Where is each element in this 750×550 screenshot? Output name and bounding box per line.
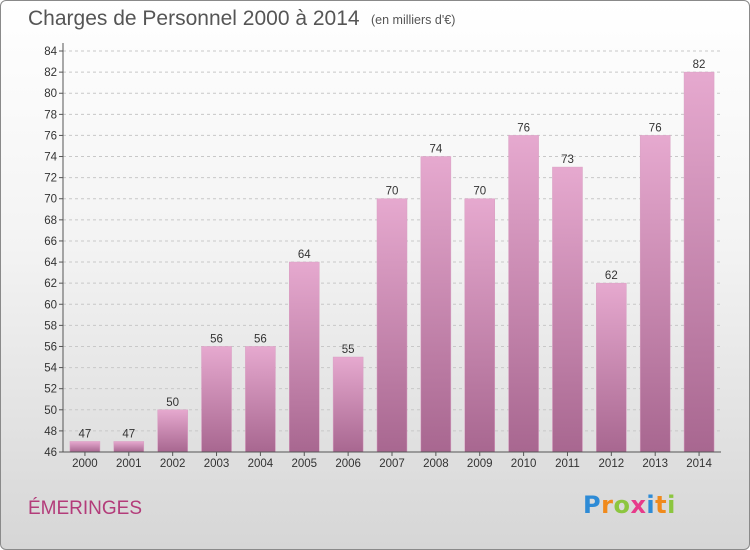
- x-tick-label: 2012: [599, 458, 625, 470]
- x-tick-label: 2003: [204, 458, 230, 470]
- y-tick-label: 50: [44, 405, 57, 417]
- x-tick-label: 2013: [642, 458, 668, 470]
- bar-value-label: 73: [561, 154, 574, 166]
- y-tick-label: 80: [44, 88, 57, 100]
- bar-value-label: 55: [342, 344, 355, 356]
- y-tick-label: 62: [44, 278, 57, 290]
- bar: [69, 441, 101, 453]
- y-tick-label: 66: [44, 236, 57, 248]
- bar-value-label: 82: [693, 59, 706, 71]
- bar-value-label: 64: [298, 249, 311, 261]
- y-tick-label: 68: [44, 215, 57, 227]
- y-tick-label: 52: [44, 384, 57, 396]
- bar: [201, 346, 232, 453]
- logo-letter: i: [646, 491, 656, 519]
- logo-letter: r: [601, 491, 614, 519]
- y-tick-label: 56: [44, 341, 57, 353]
- bar-value-label: 56: [254, 333, 267, 345]
- commune-name: ÉMERINGES: [28, 498, 143, 519]
- x-tick-label: 2014: [686, 458, 712, 470]
- bar: [596, 282, 627, 453]
- x-tick-label: 2007: [379, 458, 405, 470]
- y-tick-label: 82: [44, 67, 57, 79]
- bar-value-label: 50: [166, 397, 179, 409]
- bar-value-label: 74: [429, 144, 442, 156]
- y-tick-label: 72: [44, 173, 57, 185]
- x-tick-label: 2009: [467, 458, 493, 470]
- chart-title: Charges de Personnel 2000 à 2014: [28, 7, 360, 30]
- y-tick-label: 46: [44, 447, 57, 459]
- x-tick-label: 2011: [555, 458, 580, 470]
- y-tick-label: 48: [44, 426, 57, 438]
- y-tick-label: 64: [44, 257, 57, 269]
- logo-letter: i: [667, 491, 676, 519]
- y-tick-label: 70: [44, 194, 57, 206]
- x-tick-label: 2006: [335, 458, 361, 470]
- y-tick-label: 76: [44, 130, 57, 142]
- bar: [157, 409, 188, 453]
- proxiti-logo: Proxiti: [583, 491, 676, 519]
- bar-value-label: 62: [605, 270, 618, 282]
- bar: [508, 135, 539, 453]
- bar: [245, 346, 276, 453]
- axes: [59, 43, 721, 456]
- bar-value-label: 47: [122, 428, 135, 440]
- y-tick-label: 60: [44, 299, 57, 311]
- x-tick-label: 2001: [116, 458, 142, 470]
- logo-letter: t: [655, 491, 668, 519]
- bar-value-label: 76: [517, 122, 530, 134]
- y-tick-label: 74: [44, 152, 57, 164]
- labels: 46 48 50 52 54 56 58 60 62 64 66 68 70 72 74 76 78 80 82 84…: [44, 46, 712, 470]
- y-tick-label: 58: [44, 320, 57, 332]
- logo-letter: o: [613, 491, 631, 519]
- x-tick-label: 2000: [72, 458, 98, 470]
- chart-subtitle: (en milliers d'€): [371, 13, 456, 27]
- bars: [69, 71, 715, 453]
- x-tick-label: 2008: [423, 458, 449, 470]
- x-tick-label: 2004: [248, 458, 274, 470]
- bar: [683, 71, 715, 453]
- y-tick-label: 84: [44, 46, 57, 58]
- bar-value-label: 70: [386, 186, 399, 198]
- bar: [113, 441, 145, 453]
- y-tick-label: 54: [44, 363, 57, 375]
- bar-value-label: 70: [473, 186, 486, 198]
- bar-value-label: 47: [79, 428, 92, 440]
- bar: [289, 261, 320, 453]
- bar-value-label: 76: [649, 122, 662, 134]
- logo-letter: P: [583, 491, 602, 519]
- bar: [639, 135, 671, 453]
- logo-letter: x: [630, 491, 647, 519]
- x-tick-label: 2005: [291, 458, 317, 470]
- x-tick-label: 2010: [511, 458, 537, 470]
- bar: [420, 156, 452, 453]
- bar: [332, 356, 364, 453]
- bar-value-label: 56: [210, 333, 223, 345]
- x-tick-label: 2002: [160, 458, 186, 470]
- bar: [376, 198, 408, 453]
- bar: [552, 166, 583, 453]
- y-tick-label: 78: [44, 109, 57, 121]
- bar: [464, 198, 495, 453]
